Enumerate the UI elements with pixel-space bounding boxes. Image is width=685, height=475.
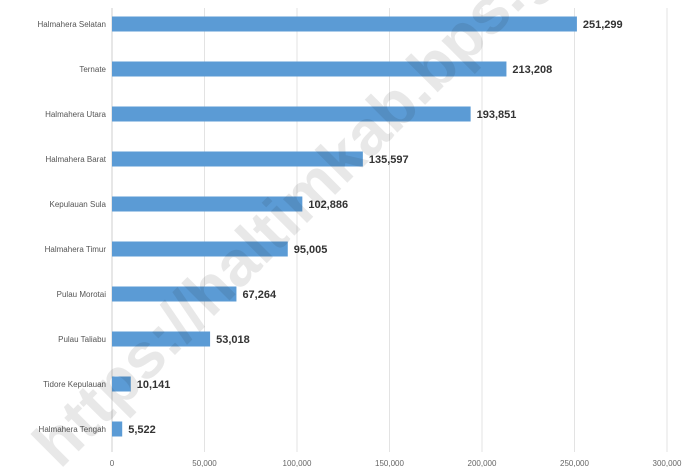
x-tick-label: 0 xyxy=(110,459,115,468)
bars xyxy=(112,16,577,437)
data-label: 251,299 xyxy=(583,19,623,31)
category-label: Tidore Kepulauan xyxy=(43,380,106,389)
labels: 0 50,000 100,000 150,000 200,000 250,000 300,0… xyxy=(38,19,682,468)
category-label: Halmahera Timur xyxy=(45,245,107,254)
x-tick-label: 250,000 xyxy=(560,459,589,468)
bar xyxy=(112,331,211,347)
category-label: Pulau Morotai xyxy=(57,290,107,299)
x-tick-label: 150,000 xyxy=(375,459,404,468)
category-label: Halmahera Tengah xyxy=(39,425,106,434)
bar xyxy=(112,421,123,437)
data-label: 213,208 xyxy=(512,64,552,76)
category-label: Halmahera Utara xyxy=(45,110,106,119)
x-tick-label: 100,000 xyxy=(283,459,312,468)
bar xyxy=(112,151,363,167)
category-label: Pulau Taliabu xyxy=(58,335,106,344)
data-label: 95,005 xyxy=(294,244,328,256)
data-label: 10,141 xyxy=(137,379,171,391)
data-label: 193,851 xyxy=(477,109,517,121)
bar xyxy=(112,241,288,257)
category-label: Ternate xyxy=(79,65,106,74)
data-label: 5,522 xyxy=(128,424,156,436)
bar xyxy=(112,286,237,302)
bar xyxy=(112,376,131,392)
data-label: 102,886 xyxy=(308,199,348,211)
category-label: Halmahera Barat xyxy=(46,155,107,164)
category-label: Kepulauan Sula xyxy=(50,200,107,209)
x-tick-label: 50,000 xyxy=(192,459,217,468)
x-tick-label: 300,000 xyxy=(653,459,682,468)
bar xyxy=(112,106,471,122)
data-label: 53,018 xyxy=(216,334,250,346)
bar xyxy=(112,196,303,212)
bar xyxy=(112,16,577,32)
x-tick-label: 200,000 xyxy=(468,459,497,468)
category-label: Halmahera Selatan xyxy=(38,20,106,29)
data-label: 135,597 xyxy=(369,154,409,166)
bar xyxy=(112,61,507,77)
data-label: 67,264 xyxy=(242,289,277,301)
gridlines xyxy=(111,8,668,452)
